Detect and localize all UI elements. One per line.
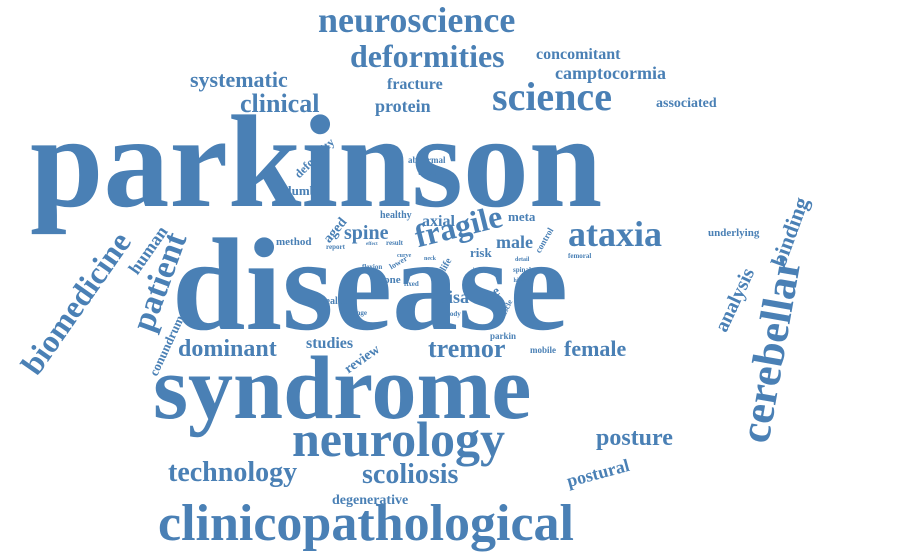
word-curve: curve — [397, 253, 412, 259]
word-degenerative: degenerative — [332, 492, 409, 508]
word-risk: risk — [470, 245, 492, 261]
word-neuroscience: neuroscience — [318, 0, 516, 41]
word-parkin: parkin — [490, 330, 517, 341]
word-abnormal: abnormal — [408, 154, 446, 165]
word-result: result — [386, 239, 403, 248]
word-posture: posture — [596, 425, 673, 452]
word-male: male — [496, 232, 533, 253]
word-neurology: neurology — [292, 411, 505, 467]
word-detail: detail — [515, 257, 530, 263]
word-fracture: fracture — [387, 75, 443, 93]
word-flexion: flexion — [362, 263, 383, 272]
word-systematic: systematic — [190, 66, 288, 92]
word-bone: bone — [378, 273, 401, 286]
word-science: science — [492, 74, 612, 120]
word-higher: higher — [513, 278, 531, 284]
word-update: update — [418, 166, 445, 177]
word-healthy: healthy — [380, 209, 412, 221]
word-protein: protein — [375, 96, 431, 117]
word-clinicopathological: clinicopathological — [158, 495, 574, 553]
word-clinical: clinical — [240, 88, 320, 118]
word-studies: studies — [306, 334, 354, 352]
word-fixed: fixed — [404, 280, 419, 289]
word-disease: disease — [172, 210, 568, 358]
word-meta: meta — [508, 209, 536, 225]
word-level: level — [473, 267, 483, 273]
word-axial: axial — [422, 212, 455, 230]
word-scoliosis: scoliosis — [362, 459, 459, 491]
word-syndrome: syndrome — [153, 339, 532, 439]
word-neck: neck — [424, 256, 436, 262]
word-parkinson: parkinson — [30, 87, 603, 235]
word-binding: binding — [765, 193, 814, 271]
word-female: female — [564, 335, 627, 361]
word-change: change — [346, 309, 367, 318]
word-underlying: underlying — [708, 226, 760, 239]
word-pisa: pisa — [438, 287, 470, 308]
word-camptocormia: camptocormia — [555, 63, 666, 84]
word-body: body — [446, 310, 461, 319]
word-lumbar: lumbar — [288, 183, 330, 199]
word-spinal: spinal — [513, 265, 531, 274]
word-spine: spine — [344, 221, 389, 244]
word-mobile: mobile — [530, 344, 556, 355]
word-dominant: dominant — [178, 336, 277, 363]
word-associated: associated — [656, 95, 717, 111]
word-tremor: tremor — [428, 333, 506, 363]
word-deformities: deformities — [350, 37, 505, 74]
word-postural: postural — [564, 455, 632, 491]
word-method: method — [276, 235, 312, 248]
word-ataxia: ataxia — [568, 214, 662, 255]
word-report: report — [326, 243, 345, 252]
word-femoral: femoral — [568, 252, 592, 261]
word-technology: technology — [168, 457, 298, 489]
word-effect: effect — [366, 241, 378, 247]
word-health: health — [320, 295, 347, 307]
word-biomedicine: biomedicine — [13, 224, 138, 382]
word-concomitant: concomitant — [536, 45, 621, 63]
